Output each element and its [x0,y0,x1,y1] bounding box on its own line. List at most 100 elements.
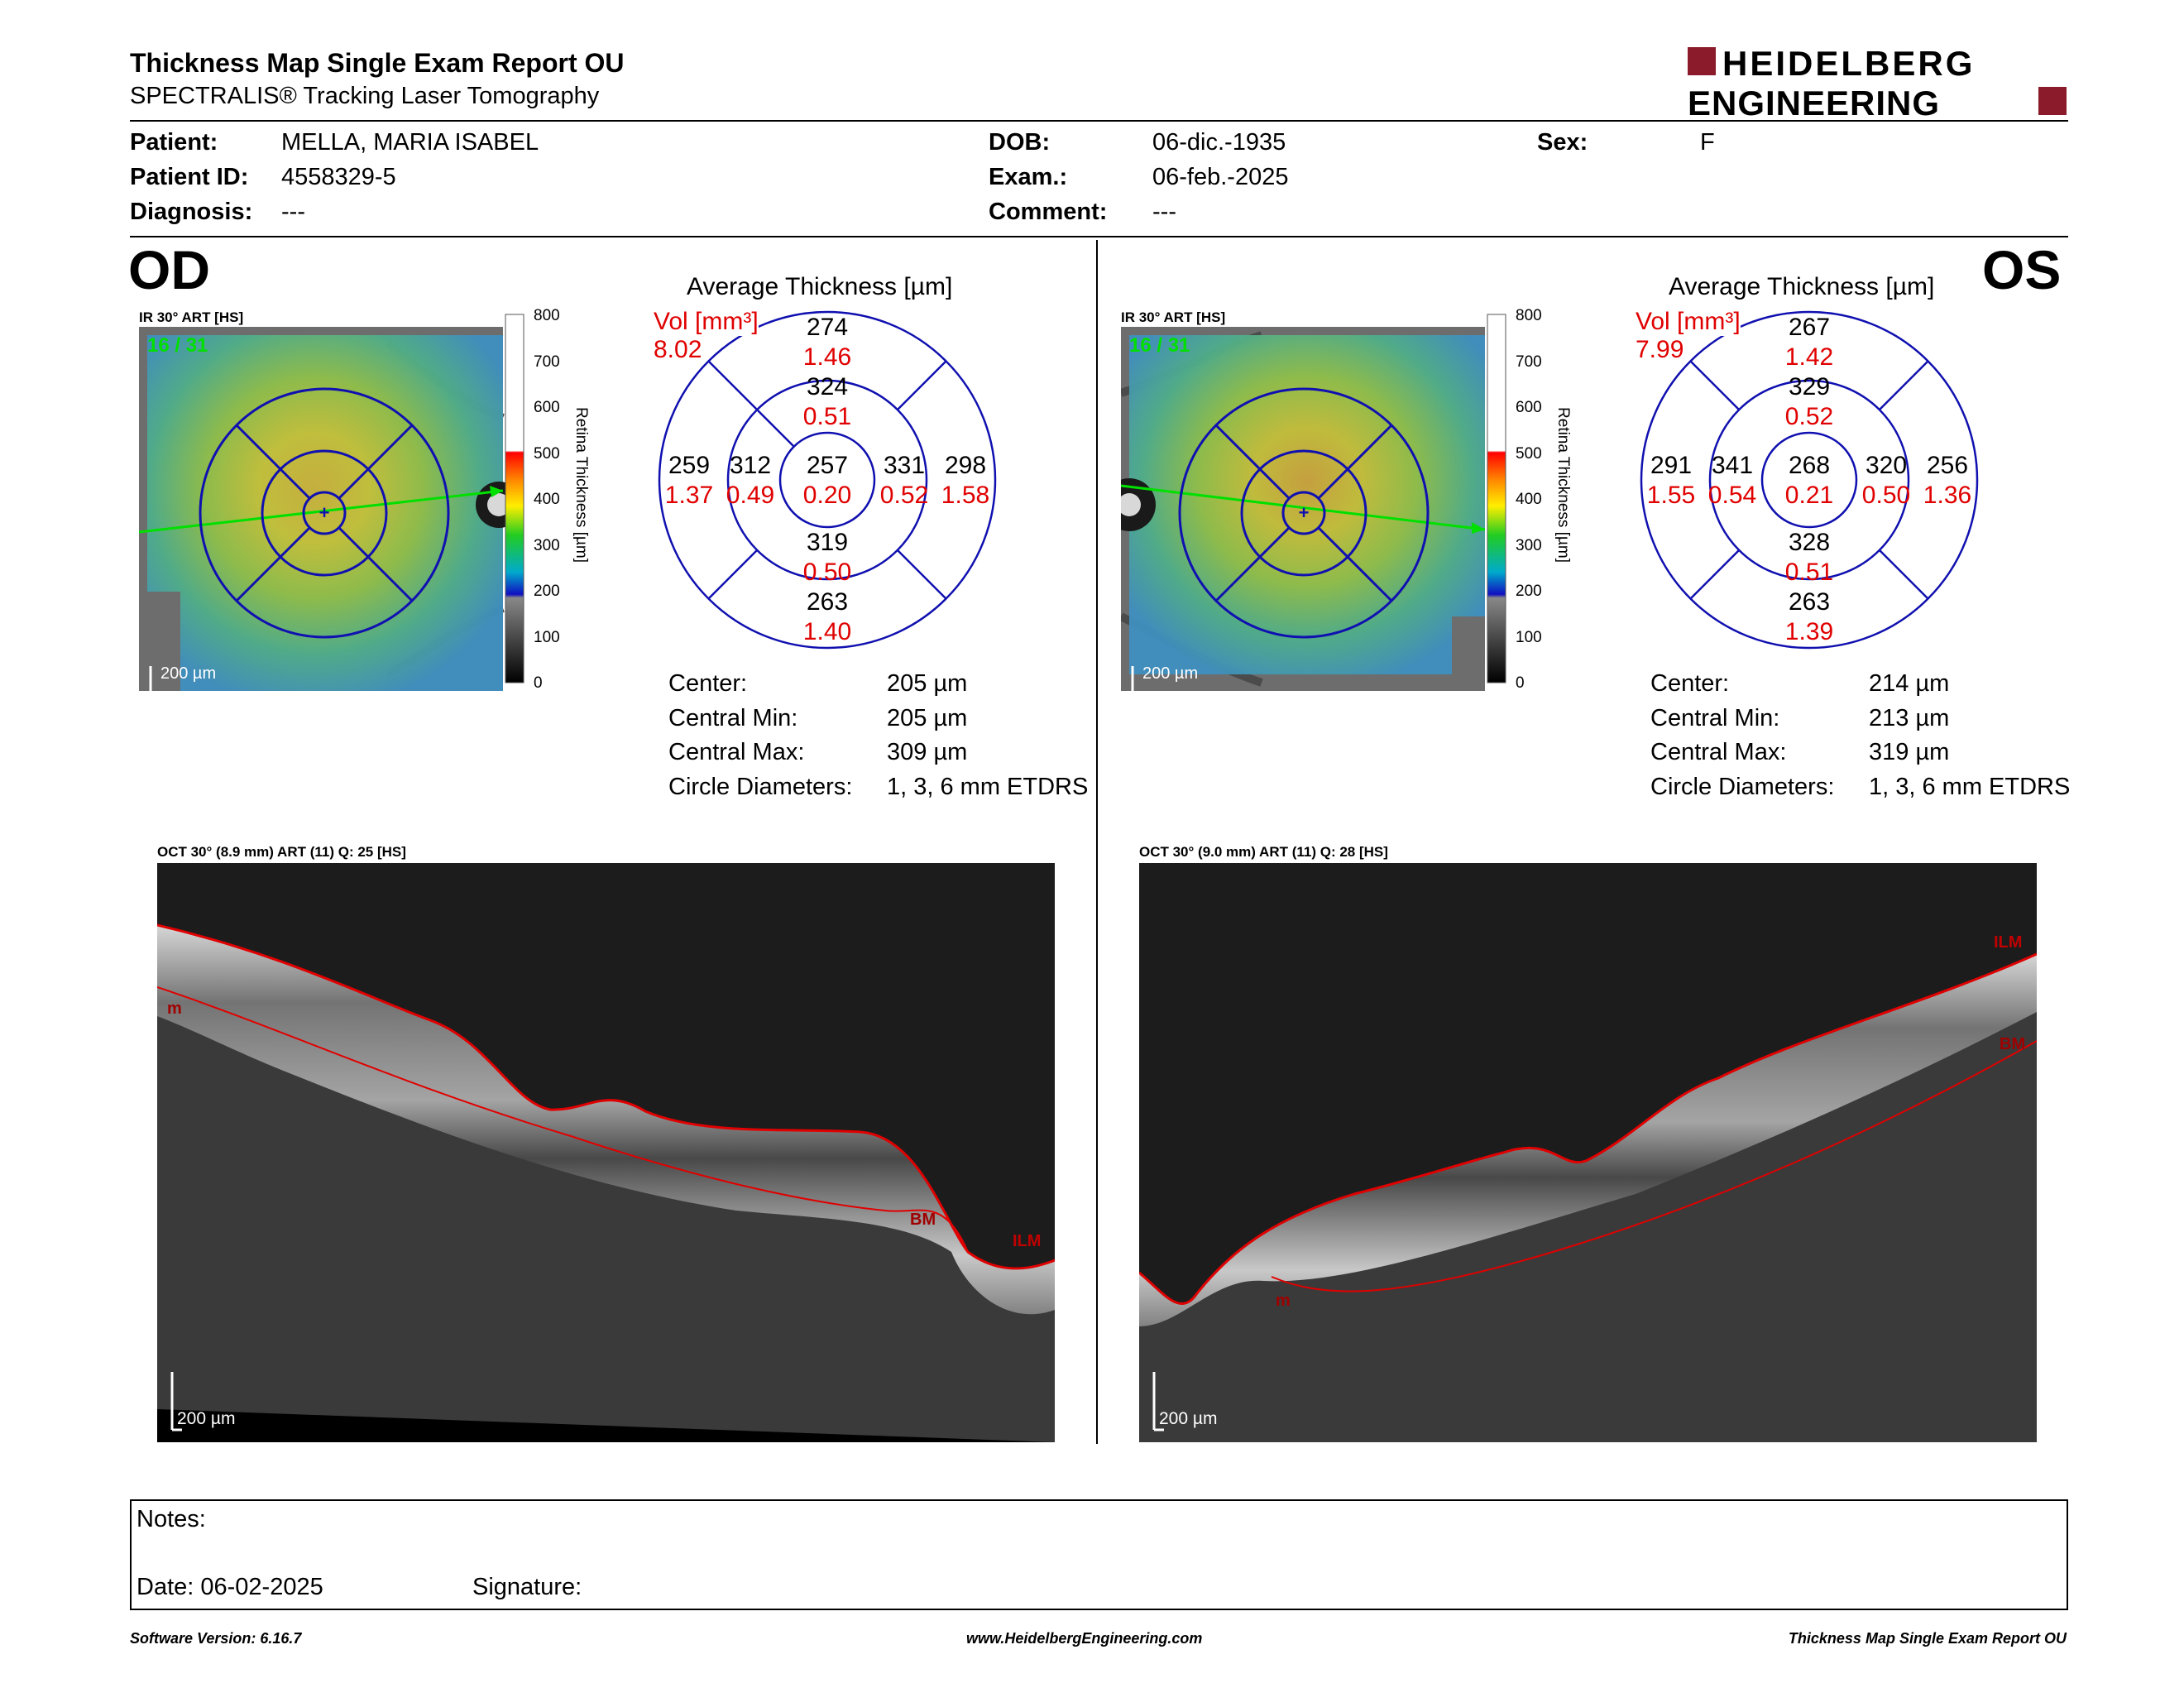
od-avg-title: Average Thickness [µm] [687,273,953,300]
os-max-value: 319 µm [1869,739,1950,765]
od-outer-sup-volume: 1.46 [803,343,851,371]
od-inner-right-thickness: 331 [884,452,925,479]
os-oct-scale: 200 µm [1159,1409,1217,1428]
os-cb-tick: 600 [1516,399,1542,416]
os-outer-inf-volume: 1.39 [1785,618,1833,645]
od-cb-tick: 800 [534,308,560,324]
od-thickness-map: + 16 / 31 200 µm [139,327,511,691]
os-colorbar-title: Retina Thickness [µm] [1554,407,1572,563]
od-map-scale: 200 µm [160,664,216,683]
od-oct-bscan: m BM ILM 200 µm [157,863,1055,1442]
od-diam-value: 1, 3, 6 mm ETDRS [887,774,1089,800]
os-cb-tick: 200 [1516,583,1542,600]
date-label: Date: 06-02-2025 [136,1574,323,1600]
od-center-label: Center: [668,670,748,697]
os-outer-right-volume: 1.36 [1923,482,1971,509]
logo-line1: HEIDELBERG [1722,46,1975,83]
exam-label: Exam.: [989,164,1068,190]
os-oct-label: OCT 30° (9.0 mm) ART (11) Q: 28 [HS] [1139,844,1388,860]
od-outer-inf-volume: 1.40 [803,618,851,645]
os-inner-right-volume: 0.50 [1862,482,1910,509]
os-thickness-map: + 16 / 31 200 µm [1121,327,1486,691]
od-diam-label: Circle Diameters: [668,774,853,800]
os-inner-left-thickness: 341 [1712,452,1753,479]
os-map-scale: 200 µm [1142,664,1198,683]
os-outer-right-thickness: 256 [1927,452,1968,479]
od-cb-tick: 300 [534,537,560,554]
os-vol-value: 7.99 [1636,336,1684,364]
os-min-label: Central Min: [1650,705,1780,731]
svg-text:+: + [319,502,330,523]
os-max-label: Central Max: [1650,739,1787,765]
patient-id-label: Patient ID: [130,164,249,190]
comment-value: --- [1152,199,1176,225]
report-subtitle: SPECTRALIS® Tracking Laser Tomography [130,83,600,109]
os-cb-tick: 700 [1516,353,1542,371]
od-cb-tick: 700 [534,353,560,371]
od-layer-bm: BM [910,1211,936,1229]
od-etdrs-grid: 274 1.46 324 0.51 257 0.20 312 0.49 331 … [658,310,997,650]
software-version: Software Version: 6.16.7 [130,1630,302,1647]
od-colorbar: 800 700 600 500 400 300 200 100 0 Retina… [505,308,590,692]
eye-divider [1096,240,1098,1444]
od-cb-tick: 0 [534,674,543,692]
os-diam-label: Circle Diameters: [1650,774,1835,800]
od-layer-m: m [167,1000,182,1018]
patient-name: MELLA, MARIA ISABEL [281,129,539,156]
os-etdrs-grid: 267 1.42 329 0.52 268 0.21 341 0.54 320 … [1640,310,1979,650]
dob-label: DOB: [989,129,1051,156]
od-min-label: Central Min: [668,705,798,731]
os-cb-tick: 800 [1516,308,1542,324]
dob-value: 06-dic.-1935 [1152,129,1286,156]
os-inner-sup-thickness: 329 [1789,373,1830,400]
svg-text:+: + [1299,502,1310,523]
od-cb-tick: 100 [534,629,560,646]
sex-label: Sex: [1537,129,1588,156]
os-center-value: 214 µm [1869,670,1950,697]
od-outer-inf-thickness: 263 [807,588,848,616]
os-outer-left-volume: 1.55 [1647,482,1695,509]
od-oct-label: OCT 30° (8.9 mm) ART (11) Q: 25 [HS] [157,844,406,860]
od-inner-inf-volume: 0.50 [803,559,851,586]
os-avg-title: Average Thickness [µm] [1669,273,1935,300]
od-cb-tick: 600 [534,399,560,416]
od-frame-count: 16 / 31 [147,334,208,357]
diagnosis-label: Diagnosis: [130,199,253,225]
os-outer-sup-volume: 1.42 [1785,343,1833,371]
os-ir-label: IR 30° ART [HS] [1121,309,1226,325]
report-title: Thickness Map Single Exam Report OU [130,48,625,78]
os-frame-count: 16 / 31 [1129,334,1190,357]
os-outer-left-thickness: 291 [1650,452,1692,479]
os-outer-inf-thickness: 263 [1789,588,1830,616]
od-inner-sup-thickness: 324 [807,373,848,400]
od-center-thickness: 257 [807,452,848,479]
heidelberg-logo: HEIDELBERG ENGINEERING [1688,46,2067,120]
os-inner-inf-volume: 0.51 [1785,559,1833,586]
diagnosis-value: --- [281,199,305,225]
os-cb-tick: 300 [1516,537,1542,554]
footer-report-name: Thickness Map Single Exam Report OU [1788,1630,2067,1647]
od-outer-sup-thickness: 274 [807,314,848,341]
os-cb-tick: 500 [1516,445,1542,463]
os-layer-m: m [1276,1292,1291,1310]
od-outer-right-volume: 1.58 [941,482,989,509]
od-colorbar-title: Retina Thickness [µm] [572,407,590,563]
os-inner-sup-volume: 0.52 [1785,403,1833,430]
od-ir-label: IR 30° ART [HS] [139,309,244,325]
sex-value: F [1700,129,1715,156]
od-max-value: 309 µm [887,739,968,765]
os-center-volume: 0.21 [1785,482,1833,509]
notes-label: Notes: [136,1506,206,1532]
os-layer-ilm: ILM [1994,933,2022,952]
os-layer-bm: BM [2000,1035,2025,1053]
od-vol-value: 8.02 [654,336,702,364]
od-min-value: 205 µm [887,705,968,731]
os-diam-value: 1, 3, 6 mm ETDRS [1869,774,2071,800]
patient-id: 4558329-5 [281,164,396,190]
od-outer-left-thickness: 259 [668,452,710,479]
os-min-value: 213 µm [1869,705,1950,731]
od-vol-label: Vol [mm³] [654,308,759,336]
website-link[interactable]: www.HeidelbergEngineering.com [966,1630,1203,1647]
os-inner-inf-thickness: 328 [1789,529,1830,556]
notes-box: Notes: Date: 06-02-2025 Signature: [130,1499,2068,1610]
